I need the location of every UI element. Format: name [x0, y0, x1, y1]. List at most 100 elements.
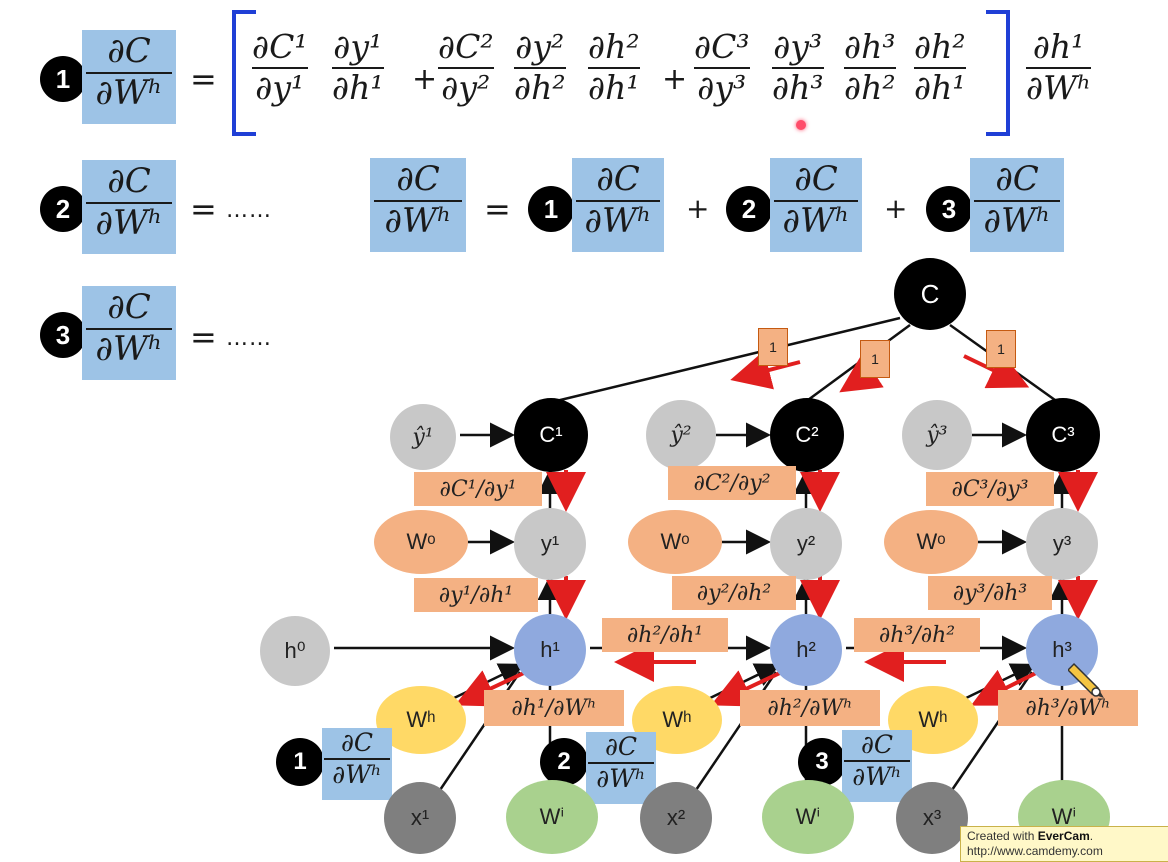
- term3-frac-b: ∂y³ ∂h³: [772, 27, 824, 107]
- label-dh-dW-1: ∂h¹/∂Wʰ: [484, 690, 624, 726]
- output-node-3: y³: [1026, 508, 1098, 580]
- fraction-numerator: ∂h²: [914, 27, 966, 66]
- label-dC-dy-1: ∂C¹/∂y¹: [414, 472, 542, 506]
- fraction-numerator: ∂C: [596, 159, 640, 199]
- h0-node: h⁰: [260, 616, 330, 686]
- fraction-numerator: ∂C: [995, 159, 1039, 199]
- term3-frac-a: ∂C³ ∂y³: [694, 27, 750, 107]
- fraction-numerator: ∂y²: [515, 27, 565, 66]
- fraction-numerator: ∂C: [107, 287, 151, 327]
- ellipsis: ……: [226, 198, 272, 223]
- fraction-denominator: ∂Wʰ: [596, 764, 646, 794]
- input-node-3: x³: [896, 782, 968, 854]
- fraction-numerator: ∂C¹: [252, 27, 308, 66]
- hidden-node-3: h³: [1026, 614, 1098, 686]
- sum-term-highlight: [770, 158, 862, 252]
- cost-node-2: C²: [770, 398, 844, 472]
- fraction-denominator: ∂Wʰ: [384, 200, 452, 241]
- fraction-denominator: ∂y³: [697, 67, 747, 107]
- fraction-numerator: ∂C: [107, 161, 151, 201]
- label-dh-dh-2: ∂h³/∂h²: [854, 618, 980, 652]
- bottom-highlight-2: [586, 732, 656, 804]
- input-node-2: x²: [640, 782, 712, 854]
- term1-frac-b: ∂y¹ ∂h¹: [332, 27, 384, 107]
- fraction-denominator: ∂h²: [514, 67, 566, 107]
- fraction-denominator: ∂h³: [772, 67, 824, 107]
- one-tag-1: 1: [758, 328, 788, 366]
- label-dC-dy-2: ∂C²/∂y²: [668, 466, 796, 500]
- lhs-highlight: [82, 286, 176, 380]
- pencil-cursor-icon: [1068, 662, 1104, 698]
- fraction-numerator: ∂C: [860, 730, 894, 759]
- fraction-numerator: ∂h¹: [1032, 27, 1085, 66]
- fraction-denominator: ∂h¹: [332, 67, 384, 107]
- badge-3: 3: [40, 312, 86, 358]
- bottom-fraction-2: ∂C ∂Wʰ: [588, 732, 654, 794]
- fraction-denominator: ∂Wʰ: [782, 200, 850, 241]
- bottom-highlight-3: [842, 730, 912, 802]
- sum-lhs-highlight: [370, 158, 466, 252]
- ellipsis: ……: [226, 326, 272, 351]
- fraction-denominator: ∂h²: [844, 67, 896, 107]
- fraction-denominator: ∂Wʰ: [332, 760, 382, 790]
- tail-fraction: ∂h¹ ∂Wʰ: [1026, 27, 1092, 107]
- bottom-highlight-1: [322, 728, 392, 800]
- sum-term-highlight: [970, 158, 1064, 252]
- fraction-numerator: ∂y³: [773, 27, 823, 66]
- left-bracket: [232, 10, 256, 136]
- watermark-line1: Created with EverCam.: [967, 829, 1163, 844]
- output-node-1: y¹: [514, 508, 586, 580]
- sum-term-3: ∂C ∂Wʰ: [974, 159, 1060, 239]
- fraction-numerator: ∂C: [396, 159, 440, 199]
- sum-lhs-fraction: ∂C ∂Wʰ: [374, 159, 462, 241]
- badge-1: 1: [40, 56, 86, 102]
- lhs-highlight: [82, 160, 176, 254]
- term3-frac-d: ∂h² ∂h¹: [914, 27, 966, 105]
- lhs-fraction-2: ∂C ∂Wʰ: [86, 161, 172, 243]
- cost-node: C: [894, 258, 966, 330]
- cost-node-3: C³: [1026, 398, 1100, 472]
- one-tag-2: 1: [860, 340, 890, 378]
- fraction-denominator: ∂h¹: [588, 67, 640, 107]
- bottom-badge-2: 2: [540, 738, 588, 786]
- output-node-2: y²: [770, 508, 842, 580]
- fraction-numerator: ∂C: [340, 728, 374, 757]
- label-dy-dh-2: ∂y²/∂h²: [672, 576, 796, 610]
- fraction-denominator: ∂Wʰ: [95, 328, 163, 369]
- fraction-numerator: ∂C³: [694, 27, 750, 66]
- lhs-highlight: [82, 30, 176, 124]
- equals-sign: =: [190, 190, 217, 228]
- fraction-numerator: ∂y¹: [333, 27, 383, 66]
- fraction-denominator: ∂Wʰ: [95, 202, 163, 243]
- fraction-denominator: ∂y¹: [255, 67, 305, 107]
- badge-2: 2: [40, 186, 86, 232]
- sum-badge-1: 1: [528, 186, 574, 232]
- pointer-dot: [796, 120, 806, 130]
- wo-node-2: Wᵒ: [628, 510, 722, 574]
- fraction-denominator: ∂Wʰ: [1026, 67, 1092, 107]
- fraction-numerator: ∂h³: [844, 27, 896, 66]
- fraction-numerator: ∂C: [794, 159, 838, 199]
- fraction-denominator: ∂y²: [441, 67, 491, 107]
- equals-sign: =: [190, 318, 217, 356]
- term1-frac-a: ∂C¹ ∂y¹: [252, 27, 308, 107]
- wh-node-2: Wʰ: [632, 686, 722, 754]
- wi-node-1: Wⁱ: [506, 780, 598, 854]
- label-dh-dh-1: ∂h²/∂h¹: [602, 618, 728, 652]
- bottom-fraction-1: ∂C ∂Wʰ: [324, 728, 390, 790]
- input-node-1: x¹: [384, 782, 456, 854]
- fraction-numerator: ∂h²: [588, 27, 640, 66]
- fraction-numerator: ∂C: [604, 732, 638, 761]
- plus-sign-2: +: [662, 62, 688, 97]
- fraction-denominator: ∂Wʰ: [584, 200, 652, 241]
- sum-equals-sign: =: [484, 190, 511, 228]
- fraction-denominator: ∂Wʰ: [95, 72, 163, 113]
- sum-badge-3: 3: [926, 186, 972, 232]
- wi-node-2: Wⁱ: [762, 780, 854, 854]
- one-tag-3: 1: [986, 330, 1016, 368]
- watermark-prefix: Created with: [967, 829, 1038, 843]
- term2-frac-c: ∂h² ∂h¹: [588, 27, 640, 107]
- sum-badge-2: 2: [726, 186, 772, 232]
- cost-node-1: C¹: [514, 398, 588, 472]
- fraction-denominator: ∂Wʰ: [852, 762, 902, 792]
